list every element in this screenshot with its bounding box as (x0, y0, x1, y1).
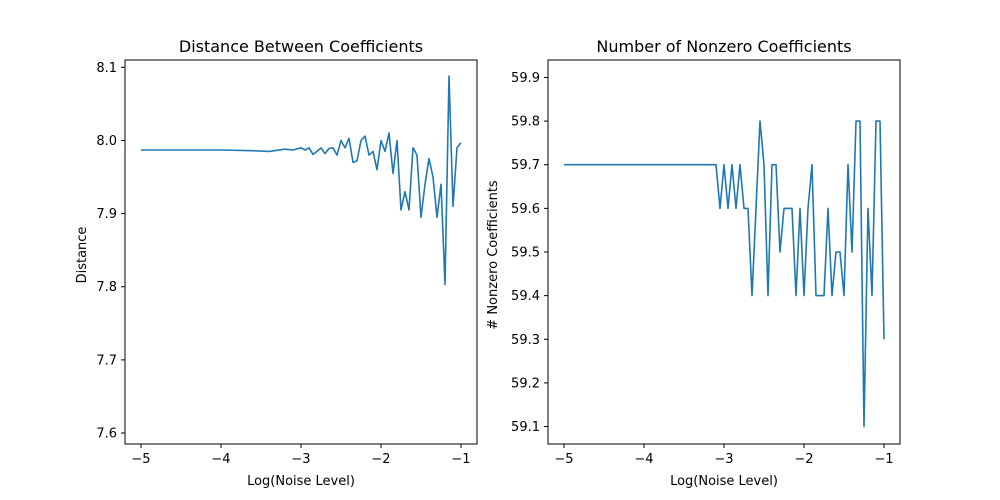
nonzero-y-tick-label: 59.7 (511, 158, 540, 173)
distance-plot-frame (124, 59, 478, 445)
nonzero-y-tick-label: 59.8 (511, 115, 540, 130)
nonzero-x-tick-label: −3 (714, 452, 733, 467)
nonzero-axis-ticks: −5 −4 −3 −2 −1 59.1 59.2 59.3 59.4 59.5 59.6 59.7 59… (511, 71, 894, 467)
distance-y-axis-label: Distance (75, 227, 90, 284)
distance-line (141, 75, 462, 286)
nonzero-line (564, 120, 885, 428)
nonzero-x-tick-label: −4 (634, 452, 653, 467)
nonzero-y-tick-label: 59.2 (511, 376, 540, 391)
nonzero-y-tick-label: 59.6 (511, 202, 540, 217)
distance-axis-ticks: −5 −4 −3 −2 −1 7.6 7.7 7.8 7.9 8.0 8.1 (96, 61, 470, 467)
distance-x-tick-label: −3 (291, 452, 310, 467)
distance-subplot: Distance Between Coefficients Log(Noise … (75, 37, 478, 489)
nonzero-x-tick-label: −2 (794, 452, 813, 467)
distance-chart-title: Distance Between Coefficients (179, 37, 423, 56)
nonzero-chart-title: Number of Nonzero Coefficients (596, 37, 851, 56)
nonzero-y-tick-label: 59.3 (511, 333, 540, 348)
distance-y-tick-label: 7.7 (96, 353, 117, 368)
distance-x-axis-label: Log(Noise Level) (247, 474, 355, 489)
nonzero-y-tick-label: 59.9 (511, 71, 540, 86)
distance-x-tick-label: −2 (371, 452, 390, 467)
nonzero-x-tick-label: −5 (554, 452, 573, 467)
distance-y-tick-label: 8.1 (96, 61, 117, 76)
nonzero-y-tick-label: 59.1 (511, 420, 540, 435)
distance-y-tick-label: 7.6 (96, 427, 117, 442)
distance-y-tick-label: 7.8 (96, 280, 117, 295)
distance-x-tick-label: −4 (211, 452, 230, 467)
distance-x-tick-label: −5 (131, 452, 150, 467)
distance-series (141, 75, 462, 286)
nonzero-y-tick-label: 59.4 (511, 289, 540, 304)
nonzero-subplot: Number of Nonzero Coefficients Log(Noise… (486, 37, 901, 489)
nonzero-x-axis-label: Log(Noise Level) (670, 474, 778, 489)
nonzero-y-tick-label: 59.5 (511, 246, 540, 261)
distance-x-tick-label: −1 (451, 452, 470, 467)
nonzero-y-axis-label: # Nonzero Coefficients (486, 180, 501, 330)
distance-y-tick-label: 7.9 (96, 207, 117, 222)
distance-y-tick-label: 8.0 (96, 134, 117, 149)
nonzero-x-tick-label: −1 (874, 452, 893, 467)
nonzero-series (564, 120, 885, 428)
nonzero-plot-frame (547, 59, 901, 445)
